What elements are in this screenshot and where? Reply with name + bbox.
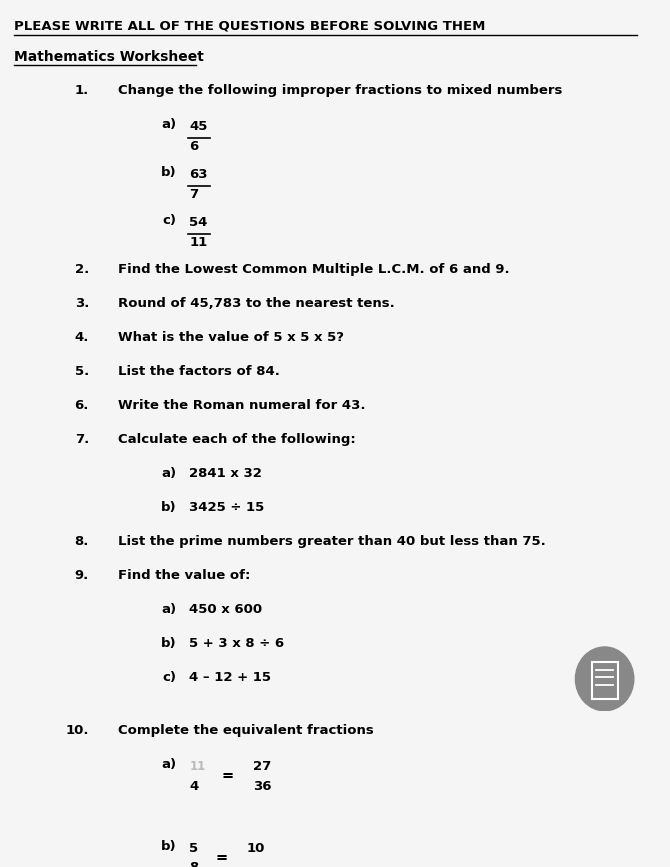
Text: =: =	[222, 768, 234, 783]
Text: 4.: 4.	[74, 330, 89, 343]
Text: =: =	[216, 850, 228, 864]
Text: 2.: 2.	[74, 263, 89, 276]
Text: b): b)	[161, 839, 176, 852]
Text: 36: 36	[253, 780, 271, 793]
Text: 6.: 6.	[74, 399, 89, 412]
Text: 5 + 3 x 8 ÷ 6: 5 + 3 x 8 ÷ 6	[190, 637, 285, 650]
Text: 3.: 3.	[74, 297, 89, 310]
Text: List the prime numbers greater than 40 but less than 75.: List the prime numbers greater than 40 b…	[118, 535, 546, 548]
Text: 8: 8	[190, 862, 199, 867]
Text: PLEASE WRITE ALL OF THE QUESTIONS BEFORE SOLVING THEM: PLEASE WRITE ALL OF THE QUESTIONS BEFORE…	[14, 19, 486, 32]
Text: Complete the equivalent fractions: Complete the equivalent fractions	[118, 724, 374, 737]
FancyBboxPatch shape	[245, 861, 266, 867]
Text: 11: 11	[190, 237, 208, 250]
Text: 11: 11	[190, 760, 206, 773]
Text: 5.: 5.	[74, 365, 89, 378]
Text: Write the Roman numeral for 43.: Write the Roman numeral for 43.	[118, 399, 366, 412]
Text: 5: 5	[190, 842, 198, 855]
Text: 9.: 9.	[74, 569, 89, 582]
Text: 6: 6	[190, 140, 199, 153]
Text: 10.: 10.	[66, 724, 89, 737]
Text: 8.: 8.	[74, 535, 89, 548]
Text: b): b)	[161, 637, 176, 650]
Text: 7.: 7.	[74, 433, 89, 446]
Text: 1.: 1.	[74, 84, 89, 97]
Text: Find the value of:: Find the value of:	[118, 569, 251, 582]
Text: 7: 7	[190, 188, 198, 201]
Text: Calculate each of the following:: Calculate each of the following:	[118, 433, 356, 446]
Text: 54: 54	[190, 217, 208, 230]
Text: Change the following improper fractions to mixed numbers: Change the following improper fractions …	[118, 84, 563, 97]
Text: b): b)	[161, 501, 176, 514]
Text: a): a)	[161, 467, 176, 480]
Text: 2841 x 32: 2841 x 32	[190, 467, 263, 480]
Text: 4: 4	[190, 780, 199, 793]
Text: b): b)	[161, 166, 176, 179]
Text: 27: 27	[253, 760, 271, 773]
Text: a): a)	[161, 118, 176, 131]
Text: a): a)	[161, 758, 176, 771]
Text: c): c)	[163, 671, 176, 684]
Text: 450 x 600: 450 x 600	[190, 603, 263, 616]
Text: Find the Lowest Common Multiple L.C.M. of 6 and 9.: Find the Lowest Common Multiple L.C.M. o…	[118, 263, 510, 276]
Text: 10: 10	[247, 842, 265, 855]
Circle shape	[576, 647, 634, 711]
Text: 63: 63	[190, 168, 208, 181]
Text: List the factors of 84.: List the factors of 84.	[118, 365, 280, 378]
Text: a): a)	[161, 603, 176, 616]
Text: 3425 ÷ 15: 3425 ÷ 15	[190, 501, 265, 514]
Text: Round of 45,783 to the nearest tens.: Round of 45,783 to the nearest tens.	[118, 297, 395, 310]
Text: 4 – 12 + 15: 4 – 12 + 15	[190, 671, 271, 684]
Text: What is the value of 5 x 5 x 5?: What is the value of 5 x 5 x 5?	[118, 330, 344, 343]
Text: c): c)	[163, 214, 176, 227]
Text: 45: 45	[190, 120, 208, 133]
Text: Mathematics Worksheet: Mathematics Worksheet	[14, 49, 204, 64]
